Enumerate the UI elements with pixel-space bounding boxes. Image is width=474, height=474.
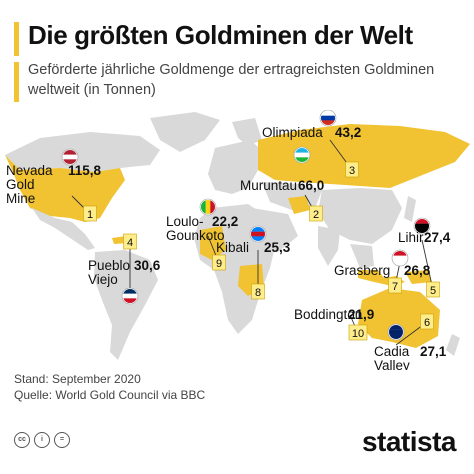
mine-name-label: Gounkoto [166, 228, 225, 243]
mine-name-label: Loulo- [166, 214, 204, 229]
australia-shape [358, 288, 440, 348]
japan-shape [404, 196, 416, 222]
dr-congo-flag [249, 225, 267, 243]
mine-name-label: Nevada [6, 163, 53, 178]
mine-value-label: 21,9 [348, 307, 374, 322]
mexico-shape [32, 208, 95, 250]
russia-flag [319, 110, 337, 127]
mine-name-label: Kibali [216, 240, 249, 255]
rank-number: 10 [352, 328, 364, 340]
mine-value-label: 25,3 [264, 240, 291, 255]
rank-number: 3 [349, 165, 355, 177]
rank-number: 2 [313, 209, 319, 221]
papua-new-guinea-flag [413, 217, 431, 235]
scandinavia-shape [232, 118, 262, 146]
greenland-shape [150, 112, 220, 152]
mine-name-label: Lihir [398, 230, 424, 245]
mine-name-label: Gold [6, 177, 35, 192]
new-zealand-shape [446, 334, 460, 356]
leader-line [421, 239, 434, 291]
usa-flag [61, 148, 79, 166]
mine-value-label: 30,6 [134, 258, 161, 273]
rank-number: 9 [216, 258, 222, 270]
mine-name-label: Cadia [374, 344, 410, 359]
continents [5, 112, 470, 360]
mine-value-label: 22,2 [212, 214, 238, 229]
rank-number: 8 [255, 287, 261, 299]
mine-name-label: Viejo [88, 272, 118, 287]
no-derivatives-icon[interactable]: = [54, 432, 70, 448]
mine-value-label: 115,8 [68, 163, 102, 178]
australia-flag [387, 323, 405, 341]
rank-box [348, 324, 368, 341]
mine-value-label: 26,8 [404, 263, 431, 278]
south-america-shape [94, 250, 158, 360]
india-shape [318, 226, 340, 266]
canada-shape [5, 132, 160, 172]
mine-name-label: Valley [374, 358, 410, 370]
mine-value-label: 27,1 [420, 344, 447, 359]
europe-shape [208, 140, 262, 194]
mine-value-label: 27,4 [424, 230, 451, 245]
mine-name-label: Mine [6, 191, 35, 206]
rank-number: 4 [127, 237, 133, 249]
chart-title: Die größten Goldminen der Welt [28, 20, 413, 50]
mine-name-label: Grasberg [334, 263, 390, 278]
mine-name-label: Boddington [294, 307, 362, 322]
rank-box [309, 205, 323, 222]
usa-shape [5, 155, 125, 222]
rank-box [251, 283, 265, 300]
attribution-icon[interactable]: i [34, 432, 50, 448]
mine-name-label: Pueblo [88, 258, 130, 273]
rank-number: 1 [87, 209, 93, 221]
subtitle-accent-bar [14, 62, 19, 102]
rank-box [426, 281, 440, 298]
mine-name-label: Olimpiada [262, 125, 323, 140]
cc-license-icon[interactable]: cc [14, 432, 30, 448]
mine-value-label: 43,2 [335, 125, 361, 140]
rank-box [212, 254, 226, 271]
rank-box [388, 277, 402, 294]
indonesia-flag [391, 249, 409, 267]
source-credit: Quelle: World Gold Council via BBC [14, 388, 206, 402]
chart-subtitle: Geförderte jährliche Goldmenge der ertra… [28, 62, 435, 98]
russia-shape [258, 124, 470, 188]
rank-number: 7 [392, 281, 398, 293]
rank-box [420, 313, 434, 330]
rank-number: 6 [424, 317, 430, 329]
mali-shape [200, 226, 226, 260]
mine-name-label: Muruntau [240, 178, 297, 193]
uzbekistan-flag [293, 146, 311, 164]
dominican-republic-flag [121, 287, 139, 305]
statista-logo[interactable]: statista [361, 426, 457, 457]
mali-flag [199, 198, 217, 216]
southeast-asia-shape [350, 244, 374, 268]
rank-box [345, 161, 359, 178]
rank-number: 5 [430, 285, 436, 297]
mine-value-label: 66,0 [298, 178, 324, 193]
rank-box [123, 233, 137, 250]
papua-new-guinea-shape [405, 270, 432, 284]
source-date: Stand: September 2020 [14, 372, 141, 386]
uzbekistan-shape [288, 196, 310, 214]
title-accent-bar [14, 22, 19, 56]
rank-box [83, 205, 97, 222]
